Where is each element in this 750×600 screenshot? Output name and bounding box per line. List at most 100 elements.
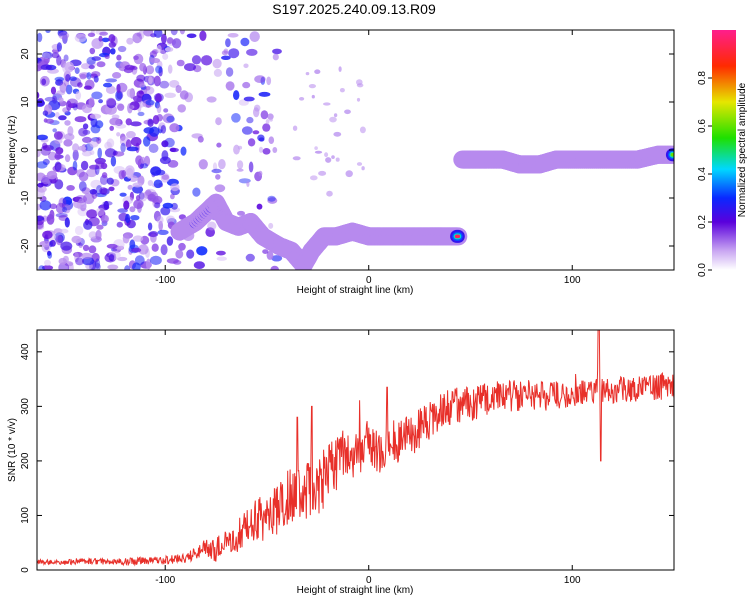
noise-blob xyxy=(108,34,116,43)
spectrogram-x-axis-label: Height of straight line (km) xyxy=(297,285,414,296)
noise-blob xyxy=(175,85,182,94)
snr-panel: -100 0 100 0 100 200 300 400 Height of straigh… xyxy=(7,329,675,596)
noise-blob xyxy=(361,166,365,171)
noise-blob xyxy=(95,161,105,170)
noise-blob xyxy=(74,225,84,236)
y-tick-label: 10 xyxy=(20,96,31,108)
noise-blob xyxy=(359,126,366,134)
y-tick-label: 100 xyxy=(20,507,31,524)
noise-blob xyxy=(78,127,88,137)
noise-blob xyxy=(64,217,70,228)
noise-blob xyxy=(49,203,58,210)
noise-blob xyxy=(40,145,51,156)
noise-blob xyxy=(46,214,55,225)
noise-blob xyxy=(66,185,75,191)
noise-blob xyxy=(175,249,184,259)
noise-blob xyxy=(236,168,244,172)
noise-blob xyxy=(74,33,87,43)
noise-blob xyxy=(72,143,80,152)
noise-blob xyxy=(191,55,202,65)
noise-blob xyxy=(86,209,98,219)
noise-blob xyxy=(105,78,118,83)
noise-blob xyxy=(158,220,163,231)
noise-blob xyxy=(161,140,169,148)
noise-blob xyxy=(314,146,318,151)
noise-blob xyxy=(102,201,113,206)
noise-blob xyxy=(252,130,260,135)
noise-blob xyxy=(206,96,217,103)
noise-blob xyxy=(344,109,351,115)
noise-blob xyxy=(106,177,114,185)
noise-blob xyxy=(93,75,99,83)
noise-blob xyxy=(212,58,222,69)
noise-blob xyxy=(257,134,265,142)
noise-blob xyxy=(329,116,337,123)
noise-blob xyxy=(116,54,122,61)
noise-blob xyxy=(90,179,103,189)
noise-blob xyxy=(125,139,132,149)
noise-blob xyxy=(184,63,196,72)
snr-x-axis-label: Height of straight line (km) xyxy=(297,585,414,596)
noise-blob xyxy=(67,262,74,270)
noise-blob xyxy=(91,91,103,100)
noise-blob xyxy=(91,56,102,61)
noise-blob xyxy=(89,47,96,55)
noise-blob xyxy=(55,234,63,246)
noise-blob xyxy=(314,69,321,74)
noise-blob xyxy=(265,119,270,125)
noise-blob xyxy=(314,150,323,154)
noise-blob xyxy=(154,202,161,209)
colorbar-tick-label: 0.4 xyxy=(697,167,708,181)
noise-blob xyxy=(148,76,153,85)
x-tick-label: 0 xyxy=(366,575,372,586)
noise-blob xyxy=(126,88,135,98)
noise-blob xyxy=(242,81,251,89)
noise-blob xyxy=(119,192,127,197)
noise-blob xyxy=(138,244,149,255)
noise-blob xyxy=(104,141,112,150)
noise-blob xyxy=(145,258,152,270)
noise-blob xyxy=(196,246,208,256)
noise-blob xyxy=(164,47,174,52)
noise-blob xyxy=(54,138,63,144)
noise-blob xyxy=(143,127,155,134)
noise-blob xyxy=(78,171,89,182)
colorbar-tick-label: 0.2 xyxy=(697,215,708,229)
noise-blob xyxy=(254,104,261,112)
noise-blob xyxy=(132,235,144,242)
noise-blob xyxy=(237,210,245,216)
noise-blob xyxy=(132,182,143,188)
y-tick-label: 0 xyxy=(20,567,31,573)
noise-blob xyxy=(56,90,66,96)
noise-blob xyxy=(167,64,173,74)
noise-blob xyxy=(272,147,278,153)
noise-blob xyxy=(37,32,43,43)
noise-blob xyxy=(356,162,363,166)
noise-blob xyxy=(58,115,67,121)
noise-blob xyxy=(39,200,52,211)
noise-blob xyxy=(90,117,98,128)
noise-blob xyxy=(110,48,116,55)
noise-blob xyxy=(131,247,142,253)
noise-blob xyxy=(98,40,104,47)
noise-blob xyxy=(246,116,254,124)
noise-blob xyxy=(123,200,130,210)
noise-blob xyxy=(55,213,68,218)
noise-blob xyxy=(117,103,125,111)
noise-blob xyxy=(333,113,338,118)
noise-blob xyxy=(247,138,256,147)
noise-blob xyxy=(80,252,93,259)
noise-blob xyxy=(88,97,95,107)
noise-blob xyxy=(44,96,56,102)
noise-blob xyxy=(103,200,110,210)
noise-blob xyxy=(164,92,176,99)
noise-blob xyxy=(213,68,222,77)
noise-blob xyxy=(125,131,136,139)
spectrogram-x-ticks: -100 0 100 xyxy=(155,30,581,286)
noise-blob xyxy=(54,152,61,161)
noise-blob xyxy=(75,195,87,204)
noise-blob xyxy=(99,187,108,195)
noise-blob xyxy=(69,76,77,81)
noise-blob xyxy=(145,65,155,75)
